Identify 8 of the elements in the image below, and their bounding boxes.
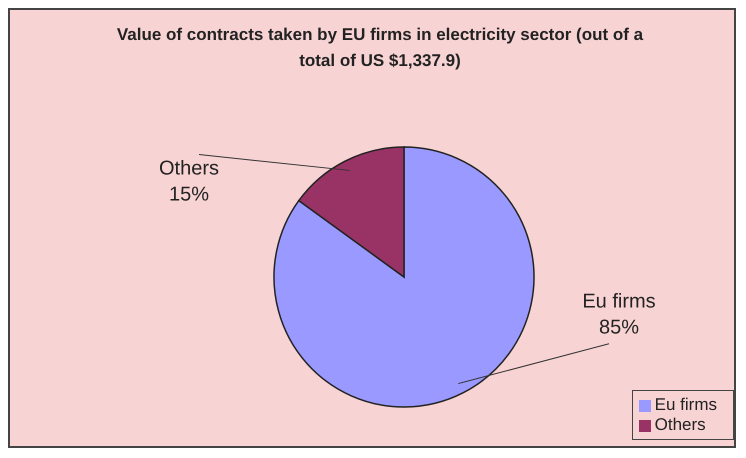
chart-title: Value of contracts taken by EU firms in electricity sector (out of a total of US $1,337.9) (116, 24, 644, 72)
pie-slice (273, 146, 535, 408)
data-label: 85% (598, 316, 640, 339)
slice-label: Eu firms (582, 290, 656, 313)
data-label: 15% (168, 184, 210, 206)
legend-label: Eu firms (654, 395, 717, 414)
legend-label: Others (654, 415, 706, 434)
slice-label: Others (158, 158, 220, 180)
